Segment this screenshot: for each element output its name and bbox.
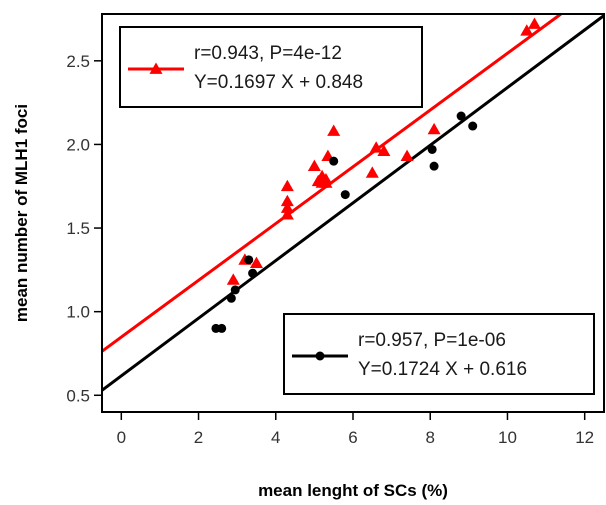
x-tick-label: 8	[425, 428, 434, 447]
regression-line-black	[101, 14, 605, 392]
data-point-triangle	[365, 166, 379, 178]
x-tick-label: 0	[117, 428, 126, 447]
x-tick-label: 2	[194, 428, 203, 447]
data-point-triangle	[319, 176, 333, 188]
data-point-circle	[226, 293, 236, 303]
data-point-circle	[429, 161, 439, 171]
data-point-circle	[217, 323, 227, 333]
data-point-circle	[456, 111, 466, 121]
data-point-circle	[248, 268, 258, 278]
legend-equation-text: Y=0.1697 X + 0.848	[194, 72, 363, 93]
data-point-triangle	[280, 179, 294, 192]
data-point-triangle	[280, 194, 294, 207]
data-point-triangle	[249, 256, 263, 269]
x-axis-title: mean lenght of SCs (%)	[258, 481, 448, 500]
legend-stats-text: r=0.957, P=1e-06	[358, 330, 506, 351]
legend-box	[119, 26, 423, 108]
data-point-circle	[468, 121, 478, 131]
legend-triangle-marker	[149, 62, 163, 74]
y-tick-label: 1.5	[66, 219, 90, 238]
legend-box	[283, 313, 595, 395]
plot-frame	[101, 13, 605, 413]
data-point-triangle	[307, 159, 321, 172]
data-point-circle	[427, 144, 437, 154]
data-point-triangle	[369, 141, 383, 153]
data-point-circle	[329, 156, 339, 166]
data-point-triangle	[520, 24, 534, 36]
x-tick-label: 4	[271, 428, 280, 447]
data-point-triangle	[280, 201, 294, 213]
y-tick-label: 0.5	[66, 386, 90, 405]
data-point-triangle	[427, 122, 441, 135]
y-axis-title: mean number of MLH1 foci	[12, 104, 31, 322]
x-tick-label: 6	[348, 428, 357, 447]
y-tick-label: 2.0	[66, 135, 90, 154]
x-tick-label: 10	[498, 428, 517, 447]
y-tick-label: 2.5	[66, 52, 90, 71]
legend-stats-text: r=0.943, P=4e-12	[194, 43, 342, 64]
y-tick-label: 1.0	[66, 303, 90, 322]
data-point-circle	[340, 190, 350, 200]
legend-circle-marker	[315, 351, 325, 361]
data-point-triangle	[280, 208, 294, 220]
legend-red-series: r=0.943, P=4e-12 Y=0.1697 X + 0.848	[119, 26, 423, 108]
data-point-triangle	[527, 17, 541, 29]
regression-line-red	[101, 12, 562, 353]
data-point-triangle	[226, 273, 240, 285]
x-tick-label: 12	[575, 428, 594, 447]
data-point-triangle	[327, 124, 341, 136]
data-point-circle	[230, 285, 240, 295]
data-point-triangle	[400, 149, 414, 162]
data-point-triangle	[377, 144, 391, 157]
legend-equation-text: Y=0.1724 X + 0.616	[358, 359, 527, 380]
legend-black-series: r=0.957, P=1e-06 Y=0.1724 X + 0.616	[283, 313, 595, 395]
data-point-circle	[244, 255, 254, 265]
